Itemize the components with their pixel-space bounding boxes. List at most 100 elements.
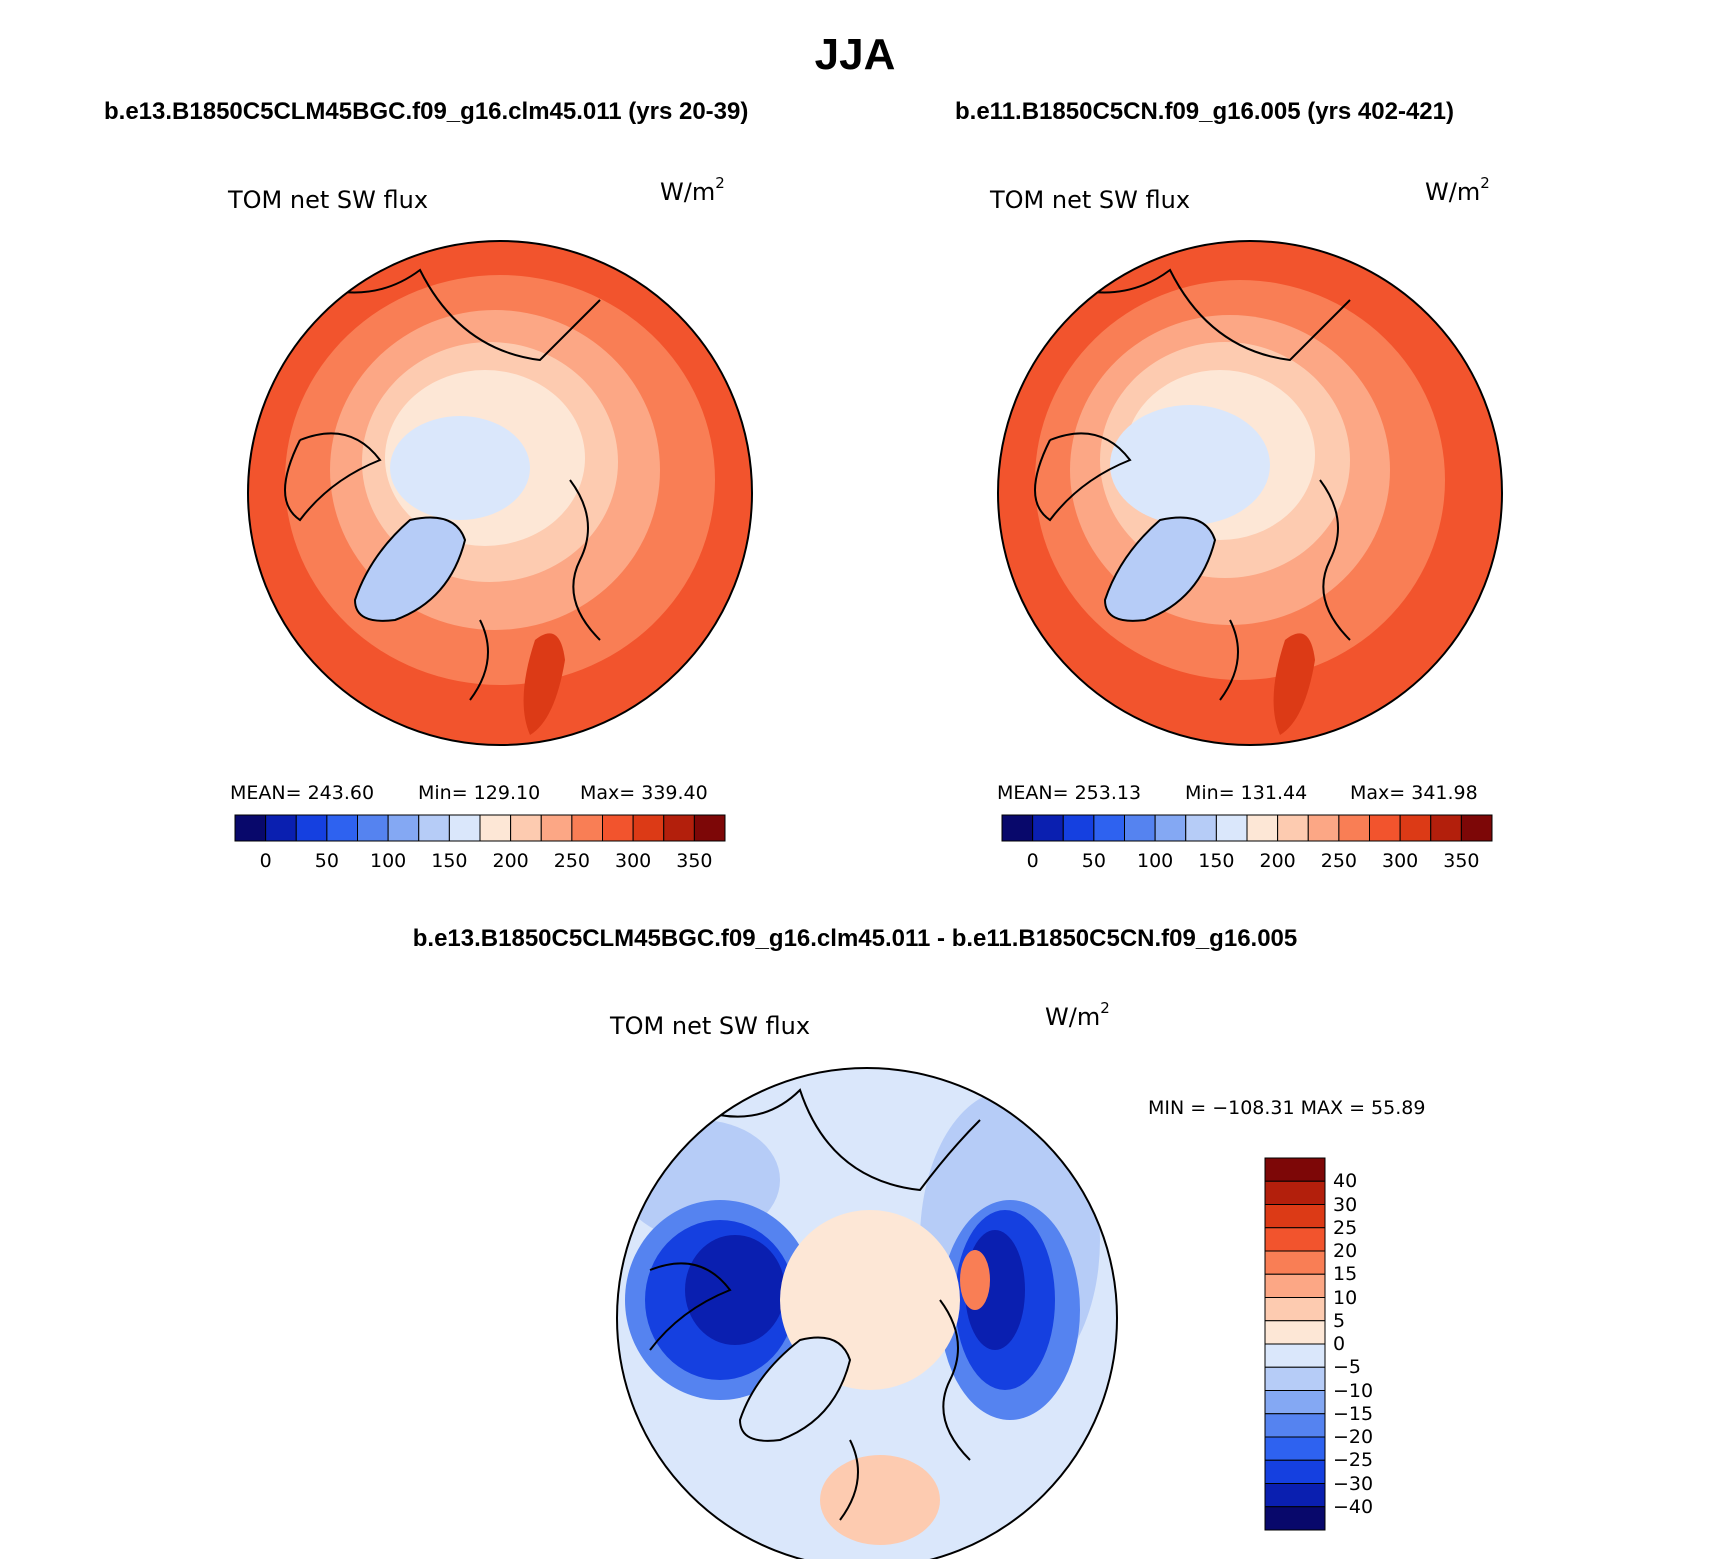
colorbar-swatch — [1215, 814, 1248, 842]
colorbar-swatch — [265, 814, 297, 842]
colorbar-tick-label: −15 — [1333, 1402, 1374, 1425]
colorbar-tick-label: 350 — [1443, 850, 1480, 872]
colorbar-swatch — [602, 814, 634, 842]
colorbar-tick-label: 0 — [1333, 1333, 1346, 1355]
panel-2-map-border — [997, 240, 1503, 746]
colorbar-tick-label: 200 — [1259, 850, 1296, 872]
colorbar-tick-label: 50 — [314, 850, 339, 872]
colorbar-tick-label: 10 — [1333, 1286, 1358, 1309]
colorbar-swatch — [1264, 1343, 1326, 1368]
colorbar-tick-label: 150 — [431, 850, 468, 872]
colorbar-tick-label: 5 — [1333, 1309, 1346, 1332]
panel-1-coastlines — [284, 268, 601, 701]
colorbar-swatch — [1062, 814, 1095, 842]
panel-3-map-border — [616, 1067, 1118, 1559]
panel-1-units: W/m2 — [660, 174, 725, 206]
colorbar-swatch — [571, 814, 603, 842]
colorbar-swatch — [1264, 1227, 1326, 1252]
colorbar-swatch — [1264, 1413, 1326, 1438]
colorbar-swatch — [1264, 1250, 1326, 1275]
colorbar-tick-label: 350 — [676, 850, 713, 872]
colorbar-tick-label: 0 — [1026, 850, 1039, 872]
panel-2-min-stat: Min= 131.44 — [1185, 782, 1308, 804]
colorbar-swatch — [1264, 1273, 1326, 1298]
panel-3-case-title: b.e13.B1850C5CLM45BGC.f09_g16.clm45.011 … — [412, 925, 1298, 952]
panel-1-case-title: b.e13.B1850C5CLM45BGC.f09_g16.clm45.011 … — [104, 98, 749, 125]
panel-1-map-border — [247, 240, 753, 746]
panel-1-variable-label: TOM net SW flux — [228, 186, 429, 214]
colorbar-tick-label: −5 — [1333, 1356, 1362, 1379]
colorbar-tick-label: 250 — [1320, 850, 1357, 872]
colorbar-tick-label: 100 — [369, 850, 407, 872]
colorbar-tick-label: 15 — [1333, 1263, 1358, 1286]
colorbar-tick-label: 40 — [1333, 1170, 1358, 1193]
colorbar-swatch — [1264, 1436, 1326, 1461]
panel-3-greenland — [738, 1336, 852, 1442]
panel-1-field-contour — [390, 416, 530, 520]
colorbar-tick-label: 300 — [614, 850, 652, 872]
colorbar-swatch — [1264, 1297, 1326, 1322]
panel-3-field-contour — [820, 1455, 940, 1545]
panel-3-colorbar-ticks: 40 30 25 20 15 10 5 0 −5 −10 −15 −20 −25 −30 −40 — [1333, 1158, 1413, 1530]
colorbar-swatch — [357, 814, 389, 842]
colorbar-tick-label: 300 — [1381, 850, 1419, 872]
colorbar-swatch — [1124, 814, 1156, 842]
panel-2-max-stat: Max= 341.98 — [1350, 782, 1478, 804]
colorbar-swatch — [693, 814, 726, 842]
figure-title: JJA — [814, 30, 896, 79]
colorbar-tick-label: −40 — [1333, 1495, 1374, 1518]
colorbar-tick-label: 30 — [1333, 1193, 1358, 1216]
panel-3-units: W/m2 — [1045, 999, 1110, 1031]
colorbar-tick-label: −30 — [1333, 1472, 1374, 1495]
panel-1-colorbar — [234, 814, 726, 842]
panel-2-units: W/m2 — [1425, 174, 1490, 206]
colorbar-swatch — [1246, 814, 1279, 842]
colorbar-swatch — [1338, 814, 1370, 842]
colorbar-swatch — [1264, 1459, 1326, 1484]
panel-2-colorbar-ticks: 0 50 100 150 200 250 300 350 — [1002, 850, 1492, 874]
colorbar-swatch — [632, 814, 665, 842]
panel-1-max-stat: Max= 339.40 — [580, 782, 708, 804]
panel-2-coastlines — [1034, 268, 1351, 701]
colorbar-tick-label: 0 — [259, 850, 272, 872]
panel-2-field-contour — [1273, 633, 1315, 735]
colorbar-tick-label: 250 — [553, 850, 590, 872]
colorbar-tick-label: −20 — [1333, 1426, 1374, 1448]
colorbar-tick-label: 150 — [1198, 850, 1235, 872]
colorbar-tick-label: 50 — [1081, 850, 1106, 872]
colorbar-swatch — [1264, 1157, 1326, 1182]
colorbar-tick-label: 20 — [1333, 1240, 1358, 1262]
colorbar-tick-label: 25 — [1333, 1216, 1358, 1239]
colorbar-swatch — [1264, 1390, 1326, 1415]
panel-2-case-title: b.e11.B1850C5CN.f09_g16.005 (yrs 402-421… — [955, 98, 1454, 125]
panel-2-greenland — [1103, 516, 1217, 622]
panel-3-minmax-stat: MIN = −108.31 MAX = 55.89 — [1148, 1097, 1426, 1119]
panel-1-colorbar-ticks: 0 50 100 150 200 250 300 350 — [235, 850, 725, 874]
panel-1-mean-stat: MEAN= 243.60 — [230, 782, 375, 804]
colorbar-swatch — [1264, 1204, 1326, 1229]
panel-2-mean-stat: MEAN= 253.13 — [997, 782, 1142, 804]
panel-1-field-contour — [523, 633, 565, 735]
colorbar-swatch — [1264, 1366, 1326, 1391]
colorbar-swatch — [448, 814, 481, 842]
colorbar-swatch — [1264, 1483, 1326, 1508]
colorbar-swatch — [1399, 814, 1432, 842]
panel-1-greenland — [353, 516, 467, 622]
colorbar-swatch — [1032, 814, 1064, 842]
panel-3-field-contour — [685, 1235, 785, 1345]
colorbar-swatch — [234, 814, 267, 842]
colorbar-swatch — [387, 814, 420, 842]
colorbar-swatch — [540, 814, 573, 842]
panel-3-field-contour — [960, 1250, 990, 1310]
colorbar-swatch — [1264, 1506, 1326, 1531]
panel-3-variable-label: TOM net SW flux — [610, 1012, 811, 1040]
colorbar-tick-label: −25 — [1333, 1449, 1374, 1472]
panel-2-field-contour — [1110, 405, 1270, 525]
panel-3-coastlines — [649, 1088, 981, 1521]
colorbar-swatch — [663, 814, 695, 842]
colorbar-swatch — [1185, 814, 1217, 842]
panel-2-colorbar — [1001, 814, 1493, 842]
colorbar-swatch — [1460, 814, 1493, 842]
